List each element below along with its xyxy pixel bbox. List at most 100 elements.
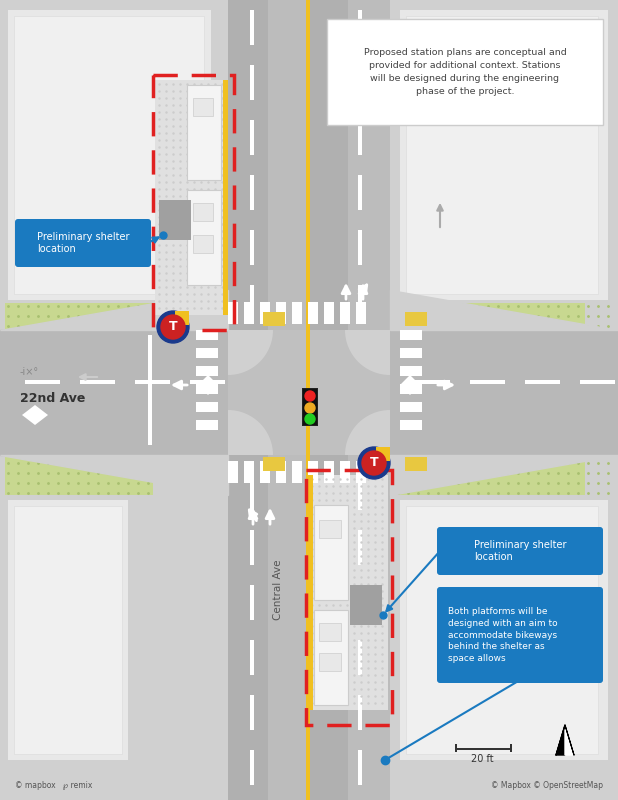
Bar [0,330,618,455]
Bar [250,285,254,320]
Bar [228,0,268,800]
Bar [308,302,318,324]
Circle shape [362,451,386,475]
Bar [510,744,512,752]
FancyBboxPatch shape [327,19,603,125]
Bar [358,120,362,155]
Bar [358,475,362,510]
Polygon shape [0,455,228,495]
Text: T: T [169,321,177,334]
Bar [395,303,585,358]
Circle shape [161,315,185,339]
Bar [358,585,362,620]
Polygon shape [198,375,218,395]
Text: Proposed station plans are conceptual and
provided for additional context. Stati: Proposed station plans are conceptual an… [363,48,566,96]
Circle shape [305,391,315,401]
Text: Central Ave: Central Ave [273,560,283,620]
Bar [80,380,115,384]
Bar [580,380,615,384]
Bar [358,65,362,100]
Bar [223,80,228,315]
Polygon shape [390,455,618,495]
Bar [250,120,254,155]
Bar [228,461,238,483]
Circle shape [157,311,189,343]
Text: -i×°: -i×° [20,367,39,377]
Bar [356,302,366,324]
Bar [8,10,211,300]
Bar [303,389,317,425]
Bar [228,0,390,800]
Bar [415,380,450,384]
Wedge shape [228,330,273,375]
Bar [455,748,510,750]
Wedge shape [228,410,273,455]
Bar [350,585,382,625]
Bar [292,302,302,324]
Bar [8,500,128,760]
Bar [308,475,388,710]
Text: 22nd Ave: 22nd Ave [20,391,85,405]
Bar [340,461,350,483]
Bar [358,230,362,265]
Bar [319,623,341,641]
Bar [228,302,238,324]
Bar [193,98,213,116]
Bar [155,80,228,315]
Bar [302,388,318,426]
Bar [250,585,254,620]
Bar [148,335,152,445]
Bar [25,380,60,384]
Bar [196,366,218,376]
Bar [292,461,302,483]
Bar [250,475,254,510]
Bar [306,470,392,725]
Text: Both platforms will be
designed with an aim to
accommodate bikeways
behind the s: Both platforms will be designed with an … [448,607,557,663]
Bar [244,302,254,324]
Bar [250,65,254,100]
Bar [340,302,350,324]
Circle shape [305,403,315,413]
Bar [358,640,362,675]
Bar [14,16,204,294]
Bar [324,302,334,324]
Bar [406,506,598,754]
Bar [250,750,254,785]
Bar [358,695,362,730]
Bar [263,457,285,471]
Bar [250,530,254,565]
Bar [14,506,122,754]
Bar [260,461,270,483]
Bar [470,380,505,384]
Bar [358,750,362,785]
Text: T: T [370,457,378,470]
Polygon shape [400,375,420,395]
Text: 20 ft: 20 ft [471,754,493,764]
Bar [228,330,390,455]
Bar [250,230,254,265]
Bar [405,312,427,326]
Bar [306,0,310,800]
Bar [358,530,362,565]
Bar [405,457,427,471]
FancyBboxPatch shape [15,219,151,267]
Wedge shape [345,330,390,375]
Text: © Mapbox © OpenStreetMap: © Mapbox © OpenStreetMap [491,781,603,790]
Bar [358,285,362,320]
Bar [196,330,218,340]
Bar [525,380,560,384]
Text: Preliminary shelter
location: Preliminary shelter location [474,540,566,562]
Polygon shape [0,290,228,330]
Bar [358,10,362,45]
Bar [400,384,422,394]
FancyBboxPatch shape [437,527,603,575]
Bar [0,0,228,800]
Bar [314,505,348,600]
Bar [358,175,362,210]
Bar [250,175,254,210]
Bar [159,200,191,240]
Bar [153,75,234,330]
Text: © mapbox   ℘ remix: © mapbox ℘ remix [15,781,92,790]
Bar [400,402,422,412]
Polygon shape [565,725,574,755]
